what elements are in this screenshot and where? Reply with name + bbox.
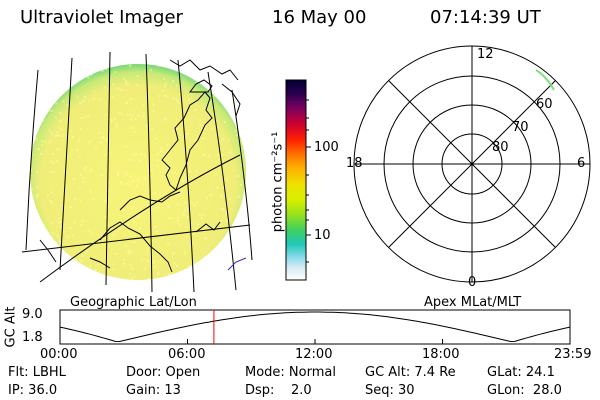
lat-label-80: 80 [492, 140, 509, 155]
time-label: 07:14:39 UT [430, 7, 541, 28]
apex-caption: Apex MLat/MLT [424, 295, 522, 310]
mlt-label-18: 18 [346, 156, 363, 171]
lat-label-70: 70 [512, 120, 529, 135]
orbit-plot-frame [59, 309, 571, 345]
longitude-grid [25, 51, 253, 293]
terminator-mark [227, 257, 247, 271]
info-glat: GLat: 24.1 [487, 365, 555, 380]
info-ip: IP: 36.0 [8, 383, 58, 398]
colorbar-label-100: 100 [314, 140, 339, 155]
lat-label-60: 60 [536, 97, 553, 112]
info-glon: GLon: 28.0 [487, 383, 562, 398]
latitude-grid [21, 154, 251, 283]
info-gain: Gain: 13 [126, 383, 181, 398]
colorbar [285, 79, 307, 281]
mlt-label-12: 12 [477, 47, 494, 62]
info-door: Door: Open [126, 365, 201, 380]
polar-grid [353, 45, 591, 283]
orbit-y-tick-min: 1.8 [22, 330, 43, 345]
orbit-altitude-curve [59, 311, 571, 343]
colorbar-label-10: 10 [314, 228, 331, 243]
aurora-arc [535, 69, 555, 91]
info-dsp: Dsp: 2.0 [245, 383, 312, 398]
info-mode: Mode: Normal [245, 365, 336, 380]
orbit-x-tick-2359: 23:59 [554, 347, 592, 362]
orbit-x-tick-0000: 00:00 [40, 347, 78, 362]
date-label: 16 May 00 [272, 7, 367, 28]
orbit-x-tick-0600: 06:00 [168, 347, 206, 362]
orbit-y-label: GC Alt [3, 306, 19, 348]
orbit-x-tick-1800: 18:00 [422, 347, 460, 362]
instrument-title: Ultraviolet Imager [20, 7, 183, 28]
colorbar-unit-label: photon cm⁻²s⁻¹ [270, 131, 286, 233]
info-filter: Flt: LBHL [8, 365, 66, 380]
mlt-label-0: 0 [468, 275, 477, 290]
colorbar-minor-ticks [306, 99, 309, 263]
mlt-label-6: 6 [577, 156, 586, 171]
coastlines [39, 59, 241, 273]
info-seq: Seq: 30 [365, 383, 415, 398]
info-gc-alt: GC Alt: 7.4 Re [365, 365, 456, 380]
orbit-y-tick-max: 9.0 [22, 307, 43, 322]
geographic-caption: Geographic Lat/Lon [70, 295, 197, 310]
orbit-x-tick-1200: 12:00 [295, 347, 333, 362]
orbit-x-ticks [59, 339, 571, 344]
